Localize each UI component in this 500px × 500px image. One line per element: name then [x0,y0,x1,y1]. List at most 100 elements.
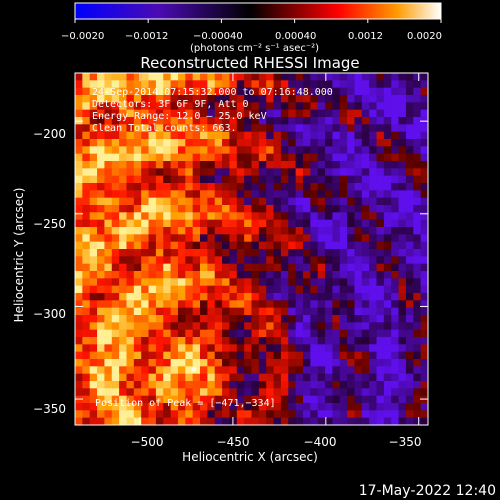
heatmap-cell [155,410,164,419]
heatmap-cell [200,395,208,404]
heatmap-cell [214,366,223,375]
heatmap-cell [383,168,392,177]
heatmap-cell [310,241,319,250]
heatmap-cell [75,227,83,235]
heatmap-cell [89,73,98,81]
heatmap-cell [207,146,216,155]
heatmap-cell [413,183,421,191]
heatmap-cell [163,366,171,375]
heatmap-cell [339,161,348,169]
heatmap-cell [119,95,127,103]
y-tick-label: −300 [33,307,66,321]
heatmap-cell [133,263,142,272]
heatmap-cell [89,241,98,250]
heatmap-cell [244,271,252,279]
heatmap-cell [376,344,385,353]
heatmap-cell [369,87,377,96]
heatmap-cell [97,109,105,118]
heatmap-cell [420,168,428,177]
heatmap-cell [192,161,201,169]
heatmap-cell [236,322,245,331]
heatmap-cell [420,337,428,345]
heatmap-cell [97,293,105,301]
heatmap-cell [75,168,83,177]
heatmap-cell [207,315,216,323]
heatmap-cell [280,329,289,338]
heatmap-cell [420,359,428,367]
heatmap-cell [222,124,230,133]
heatmap-cell [155,351,164,360]
heatmap-cell [347,366,355,375]
heatmap-cell [251,278,260,287]
heatmap-cell [347,351,355,360]
colorbar-ticks [74,19,442,23]
heatmap-cell [222,395,230,404]
heatmap-cell [89,161,98,169]
heatmap-cell [258,285,267,294]
heatmap-cell [339,395,348,404]
heatmap-cell [214,124,223,133]
heatmap-cell [310,117,319,125]
heatmap-cell [192,153,201,162]
heatmap-cell [398,153,407,162]
heatmap-cell [192,373,201,382]
heatmap-cell [192,359,201,367]
heatmap-cell [413,315,421,323]
heatmap-cell [236,293,245,301]
heatmap-cell [347,410,355,419]
colorbar [74,2,442,20]
heatmap-cell [398,227,407,235]
heatmap-cell [317,109,326,118]
heatmap-cell [185,139,194,147]
heatmap-cell [273,146,282,155]
heatmap-cell [126,359,135,367]
heatmap-cell [141,329,149,338]
heatmap-cell [302,117,311,125]
heatmap-cell [317,219,326,228]
heatmap-cell [177,315,186,323]
heatmap-cell [89,410,98,419]
heatmap-cell [133,227,142,235]
heatmap-cell [266,315,274,323]
heatmap-cell [383,131,392,140]
heatmap-cell [361,285,370,294]
heatmap-cell [302,381,311,389]
heatmap-cell [119,256,127,265]
heatmap-cell [119,139,127,147]
heatmap-cell [354,109,363,118]
heatmap-cell [148,381,157,389]
heatmap-cell [258,249,267,257]
heatmap-cell [236,161,245,169]
heatmap-cell [200,234,208,243]
x-tick-label: −450 [217,435,250,449]
heatmap-cell [280,87,289,96]
heatmap-cell [413,241,421,250]
heatmap-cell [222,337,230,345]
heatmap-cell [207,351,216,360]
heatmap-cell [295,124,304,133]
heatmap-cell [325,168,333,177]
heatmap-cell [192,87,201,96]
heatmap-cell [288,263,296,272]
heatmap-cell [251,315,260,323]
heatmap-cell [170,124,179,133]
heatmap-cell [295,80,304,89]
heatmap-cell [141,205,149,213]
heatmap-cell [405,234,414,243]
heatmap-cell [332,322,341,331]
heatmap-cell [163,249,171,257]
heatmap-cell [236,256,245,265]
heatmap-cell [266,329,274,338]
heatmap-cell [376,234,385,243]
colorbar-unit-label: (photons cm⁻² s⁻¹ asec⁻²) [190,43,319,54]
heatmap-cell [170,109,179,118]
heatmap-cell [97,131,105,140]
heatmap-cell [75,87,83,96]
heatmap-cell [398,388,407,397]
heatmap-cell [273,256,282,265]
heatmap-cell [310,190,319,199]
heatmap-cell [317,139,326,147]
heatmap-cell [288,95,296,103]
heatmap-cell [310,395,319,404]
heatmap-cell [420,124,428,133]
